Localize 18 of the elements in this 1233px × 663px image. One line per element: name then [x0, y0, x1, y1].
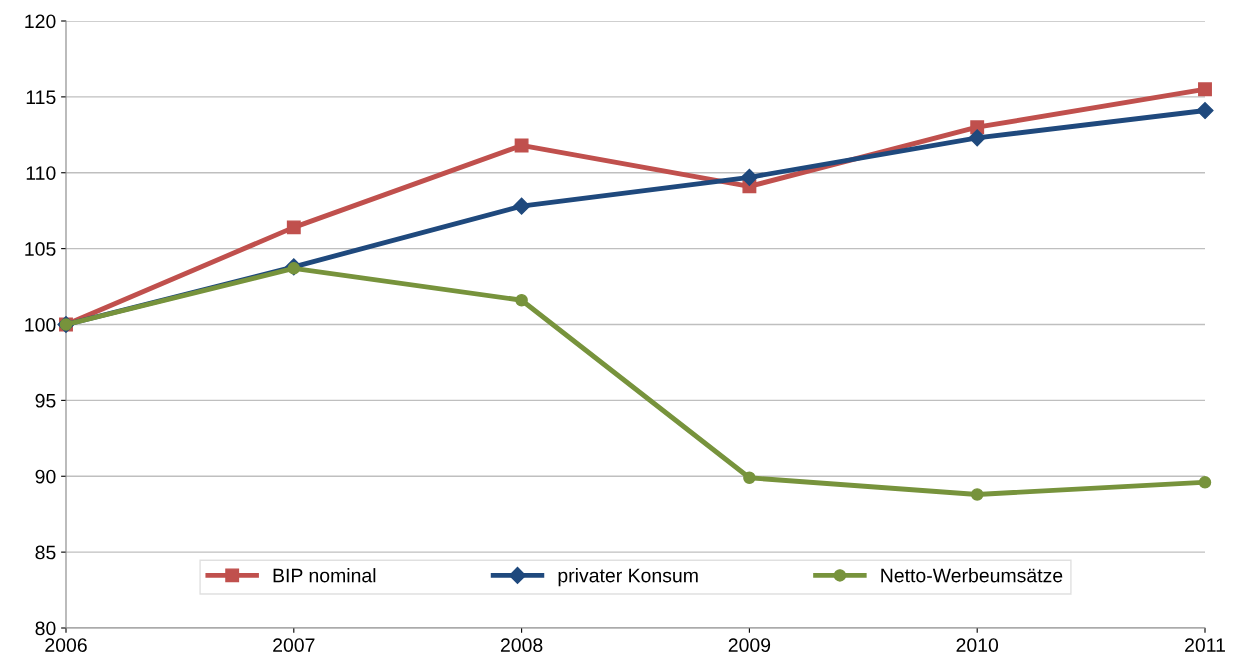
- x-tick-label: 2006: [45, 638, 87, 652]
- x-tick-label: 2010: [956, 638, 999, 652]
- x-tick-label: 2011: [1185, 638, 1225, 652]
- x-tick-label: 2009: [728, 638, 771, 652]
- y-tick-label: 110: [26, 166, 56, 180]
- x-tick-label: 2008: [500, 638, 543, 652]
- y-tick-label: 120: [25, 14, 56, 29]
- x-tick-label: 2007: [273, 638, 315, 652]
- legend-label: BIP nominal: [273, 568, 376, 583]
- y-tick-label: 95: [35, 393, 56, 408]
- y-tick-label: 100: [25, 317, 56, 332]
- legend-label: privater Konsum: [558, 568, 698, 587]
- y-tick-label: 85: [35, 545, 56, 560]
- y-tick-label: 105: [25, 242, 56, 256]
- y-tick-label: 115: [26, 90, 56, 105]
- y-tick-label: 80: [35, 621, 56, 636]
- y-tick-label: 90: [35, 469, 56, 484]
- legend-label: Netto-Werbeumsätze: [881, 568, 1063, 583]
